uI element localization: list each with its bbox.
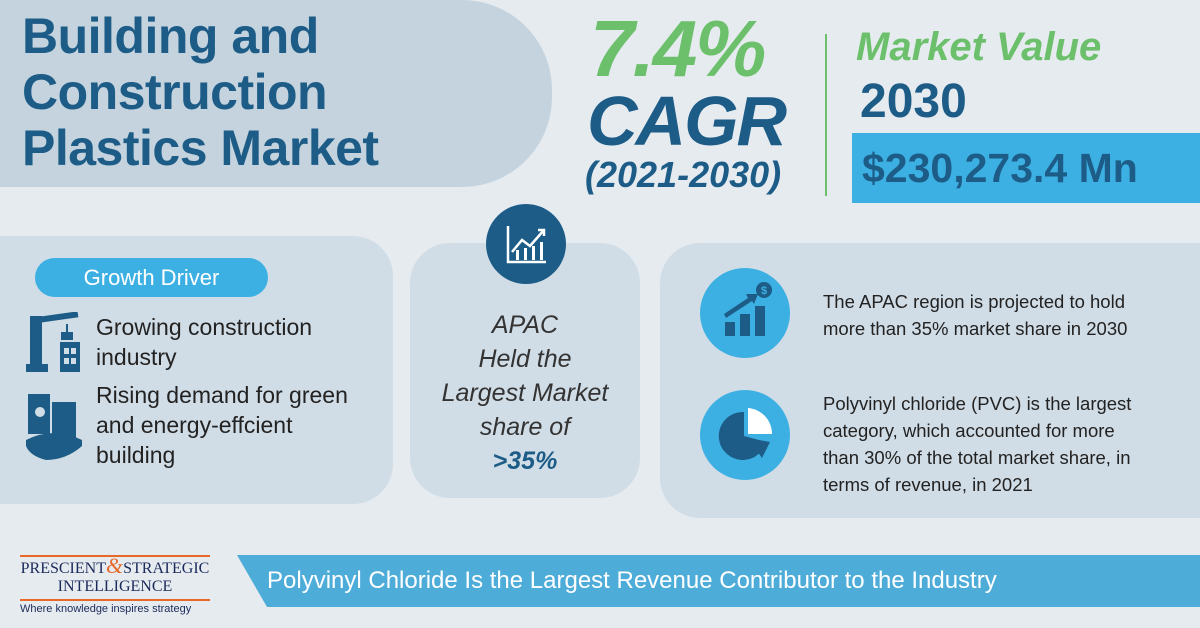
cagr-value: 7.4% bbox=[590, 4, 766, 93]
market-value-label: Market Value bbox=[856, 25, 1102, 69]
driver-text: Rising demand for green bbox=[96, 382, 348, 408]
driver-text: building bbox=[96, 442, 176, 468]
fact-item: The APAC region is projected to hold mor… bbox=[823, 288, 1193, 342]
driver-text: Growing construction bbox=[96, 314, 313, 340]
market-value-amount: $230,273.4 Mn bbox=[852, 133, 1200, 203]
title-panel bbox=[0, 0, 552, 187]
market-value-year: 2030 bbox=[860, 75, 967, 128]
title-line: Construction bbox=[22, 64, 328, 120]
logo-text: INTELLIGENCE bbox=[57, 578, 173, 595]
growth-chart-icon bbox=[486, 204, 566, 284]
green-building-icon bbox=[26, 394, 82, 460]
revenue-growth-icon: $ bbox=[700, 268, 790, 358]
fact-text: terms of revenue, in 2021 bbox=[823, 474, 1033, 495]
logo-text: & bbox=[105, 553, 124, 578]
bottom-banner: Polyvinyl Chloride Is the Largest Revenu… bbox=[237, 555, 1200, 607]
title-line: Plastics Market bbox=[22, 120, 379, 176]
logo-tagline: Where knowledge inspires strategy bbox=[20, 603, 192, 615]
crane-building-icon bbox=[26, 312, 80, 372]
fact-text: category, which accounted for more bbox=[823, 420, 1115, 441]
logo-text: PRESCIENT bbox=[20, 560, 106, 577]
apac-panel bbox=[410, 243, 640, 498]
divider bbox=[825, 34, 827, 196]
pie-chart-icon bbox=[700, 390, 790, 480]
svg-text:$: $ bbox=[761, 285, 767, 297]
fact-item: Polyvinyl chloride (PVC) is the largest … bbox=[823, 390, 1193, 498]
apac-line: Largest Market bbox=[441, 379, 609, 407]
apac-text: APAC Held the Largest Market share of >3… bbox=[410, 308, 640, 478]
apac-line: share of bbox=[479, 413, 571, 441]
growth-driver-badge: Growth Driver bbox=[35, 258, 268, 297]
fact-text: Polyvinyl chloride (PVC) is the largest bbox=[823, 393, 1132, 414]
page-title: Building and Construction Plastics Marke… bbox=[22, 8, 379, 176]
driver-item: Rising demand for green and energy-effci… bbox=[96, 380, 348, 470]
logo-text: STRATEGIC bbox=[123, 560, 210, 577]
apac-line: APAC bbox=[491, 311, 559, 339]
cagr-period: (2021-2030) bbox=[585, 154, 782, 195]
fact-text: more than 35% market share in 2030 bbox=[823, 318, 1128, 339]
company-logo: PRESCIENT&STRATEGIC INTELLIGENCE Where k… bbox=[20, 555, 210, 615]
apac-line: Held the bbox=[478, 345, 572, 373]
driver-text: industry bbox=[96, 344, 177, 370]
title-line: Building and bbox=[22, 8, 319, 64]
fact-text: The APAC region is projected to hold bbox=[823, 291, 1125, 312]
driver-item: Growing construction industry bbox=[96, 312, 312, 372]
driver-text: and energy-effcient bbox=[96, 412, 293, 438]
fact-text: than 30% of the total market share, in bbox=[823, 447, 1131, 468]
apac-share: >35% bbox=[492, 447, 558, 475]
cagr-label: CAGR bbox=[587, 82, 787, 160]
